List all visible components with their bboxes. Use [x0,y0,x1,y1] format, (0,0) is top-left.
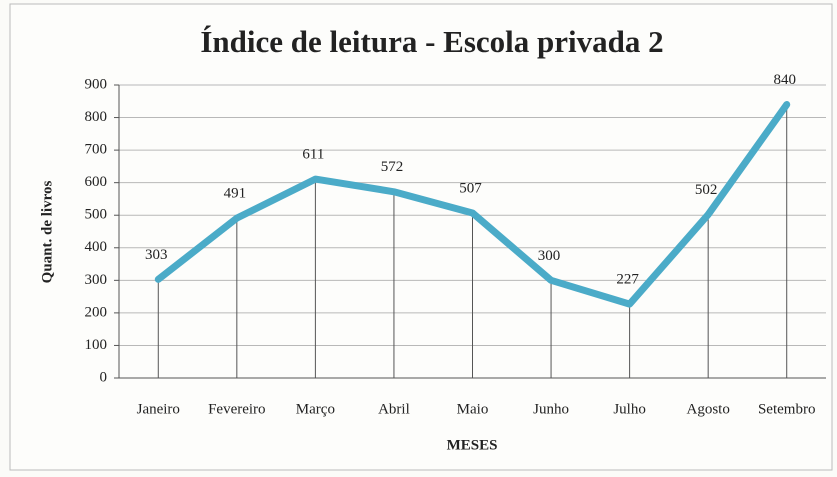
y-axis-label: Quant. de livros [39,181,55,284]
data-label: 507 [459,180,482,196]
x-tick-label: Maio [457,401,489,417]
x-tick-label: Setembro [758,401,816,417]
data-label: 303 [145,247,168,263]
y-tick-label: 700 [85,142,108,158]
data-label: 491 [224,186,247,202]
x-tick-label: Fevereiro [208,401,265,417]
x-tick-label: Julho [613,401,646,417]
data-label: 227 [616,272,639,288]
data-label: 572 [381,159,404,175]
y-tick-label: 400 [85,239,108,255]
x-tick-label: Junho [533,401,569,417]
x-axis-label: MESES [447,437,498,453]
y-tick-label: 900 [85,76,108,92]
chart-title: Índice de leitura - Escola privada 2 [200,24,663,59]
x-tick-label: Janeiro [137,401,180,417]
y-tick-label: 100 [85,337,108,353]
x-tick-label: Março [296,401,335,417]
series-line [154,101,791,308]
y-tick-label: 600 [85,174,108,190]
y-tick-label: 500 [85,207,108,223]
y-tick-label: 300 [85,272,108,288]
data-label: 502 [695,182,718,198]
x-tick-label: Agosto [686,401,729,417]
x-tick-label: Abril [378,401,410,417]
data-label: 300 [538,248,561,264]
y-tick-label: 0 [100,369,108,385]
data-label: 611 [302,147,324,163]
y-tick-label: 200 [85,304,108,320]
data-label: 840 [773,72,796,88]
y-tick-label: 800 [85,109,108,125]
chart-frame [9,3,833,471]
